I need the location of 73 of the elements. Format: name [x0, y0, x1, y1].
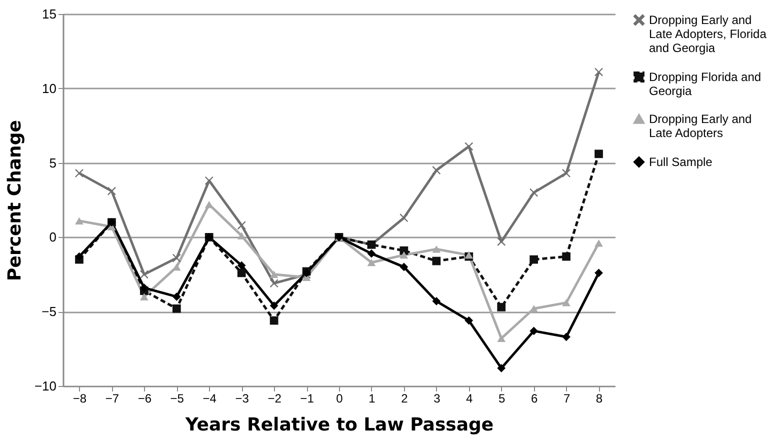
point	[432, 245, 441, 253]
x-tick-label: −2	[268, 392, 282, 406]
point	[497, 302, 506, 312]
point	[400, 251, 408, 259]
point	[237, 261, 246, 270]
point	[367, 258, 376, 266]
point	[140, 284, 148, 292]
legend-label: Dropping Early and Late Adopters, Florida and Georgia	[649, 13, 767, 55]
x-tick-label: 0	[336, 392, 344, 406]
x-tick-label: −4	[202, 392, 217, 406]
point	[172, 292, 181, 301]
x-tick-label: 8	[596, 392, 603, 406]
point	[140, 293, 148, 300]
x-tick-label: −6	[138, 392, 152, 406]
point	[270, 301, 278, 310]
y-tick-label: 5	[49, 155, 56, 170]
point	[270, 279, 278, 288]
point	[562, 332, 570, 342]
y-tick-label: −10	[34, 378, 56, 394]
point	[594, 68, 603, 76]
point	[270, 316, 278, 325]
point	[594, 268, 603, 278]
legend-label: Dropping Early and Late Adopters	[649, 112, 752, 140]
point	[594, 150, 603, 158]
point	[497, 334, 506, 342]
x-tick-label: 6	[530, 392, 538, 406]
legend-label: Full Sample	[649, 155, 713, 169]
point	[400, 214, 408, 222]
point	[270, 270, 278, 278]
x-tick-label: 5	[498, 392, 506, 406]
point	[562, 252, 570, 261]
point	[432, 297, 441, 306]
point	[237, 268, 246, 278]
y-tick-label: 15	[42, 6, 56, 22]
point	[204, 176, 214, 185]
point	[464, 316, 474, 325]
point	[400, 262, 408, 272]
point	[432, 166, 441, 174]
point	[75, 169, 84, 178]
x-tick-label: −7	[105, 392, 120, 406]
x-tick-label: 3	[434, 392, 441, 406]
point	[367, 249, 376, 258]
point	[108, 186, 116, 196]
point	[140, 270, 148, 279]
x-tick-label: −1	[300, 392, 314, 406]
point	[237, 221, 246, 230]
point	[432, 256, 441, 266]
x-tick-label: −8	[72, 392, 87, 406]
point	[75, 217, 84, 224]
point	[594, 240, 603, 247]
point	[497, 237, 506, 246]
point	[497, 364, 506, 372]
y-tick-label: 0	[49, 230, 56, 245]
point	[464, 142, 474, 151]
x-tick-label: 2	[401, 392, 408, 406]
y-axis-title: Percent Change	[4, 120, 26, 281]
x-axis-title: Years Relative to Law Passage	[184, 414, 494, 436]
x-tick-label: 7	[563, 392, 570, 406]
point	[562, 299, 570, 306]
point	[530, 255, 538, 264]
point	[530, 188, 538, 197]
point	[172, 254, 181, 262]
y-tick-label: 10	[42, 80, 56, 96]
point	[530, 326, 538, 336]
x-tick-label: −3	[235, 392, 250, 406]
point	[75, 252, 84, 261]
legend-label: Dropping Florida and Georgia	[649, 70, 762, 98]
x-tick-label: −5	[170, 392, 184, 406]
point	[172, 304, 181, 313]
point	[562, 169, 570, 178]
y-tick-label: −5	[42, 304, 56, 320]
x-tick-label: 1	[368, 392, 376, 406]
x-tick-label: 4	[466, 392, 474, 406]
